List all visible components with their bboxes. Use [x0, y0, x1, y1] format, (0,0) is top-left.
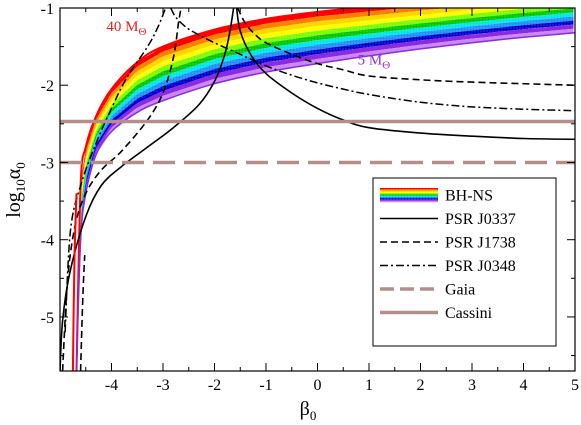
- series-steep-left: [71, 193, 78, 371]
- legend: BH-NS PSR J0337 PSR J1738 PSR J0348 Gaia Cass…: [372, 177, 557, 347]
- x-tick-label: -2: [208, 377, 221, 394]
- tick-layer: -4 -3 -2 -1 0 1 2 3 4 5 -5 -4 -3 -2 -1: [41, 1, 579, 394]
- series-j0337: [235, 8, 575, 141]
- y-axis-label: log10α0: [3, 162, 28, 218]
- legend-label-j0348: PSR J0348: [445, 258, 516, 275]
- x-tick-label: -4: [105, 377, 118, 394]
- series-steep-left-dash: [79, 255, 86, 371]
- legend-label-gaia: Gaia: [445, 282, 475, 299]
- annotation-mass-5: 5 MΘ: [358, 52, 391, 71]
- bhns-40msun-edge: [75, 8, 359, 371]
- legend-label-j0337: PSR J0337: [445, 211, 516, 228]
- annotation-mass-40: 40 MΘ: [106, 19, 146, 38]
- annotation-layer: 40 MΘ 5 MΘ: [106, 19, 390, 71]
- bhns-band-hatch: [79, 8, 574, 190]
- series-j0348: [170, 8, 575, 112]
- y-tick-label: -5: [41, 310, 54, 327]
- y-tick-label: -4: [41, 233, 54, 250]
- x-tick-label: -3: [156, 377, 169, 394]
- legend-box: [372, 177, 557, 347]
- x-tick-label: -1: [259, 377, 272, 394]
- series-j1738: [61, 8, 182, 371]
- y-tick-label: -1: [41, 1, 54, 18]
- y-tick-label: -2: [41, 78, 54, 95]
- series-j1738: [236, 8, 575, 86]
- legend-label-bhns: BH-NS: [445, 188, 493, 205]
- series-j0348: [64, 8, 167, 333]
- legend-swatch-bhns-hatch: [380, 188, 438, 202]
- x-axis-label: β0: [300, 398, 317, 423]
- x-tick-label: 4: [520, 377, 528, 394]
- y-tick-label: -3: [41, 155, 54, 172]
- x-tick-label: 0: [314, 377, 322, 394]
- series-j0337: [60, 8, 235, 371]
- x-tick-label: 1: [365, 377, 373, 394]
- legend-label-j1738: PSR J1738: [445, 235, 516, 252]
- x-tick-label: 5: [571, 377, 579, 394]
- x-tick-label: 2: [417, 377, 425, 394]
- series-layer: [60, 8, 575, 371]
- legend-label-cassini: Cassini: [445, 305, 493, 322]
- x-tick-label: 3: [468, 377, 476, 394]
